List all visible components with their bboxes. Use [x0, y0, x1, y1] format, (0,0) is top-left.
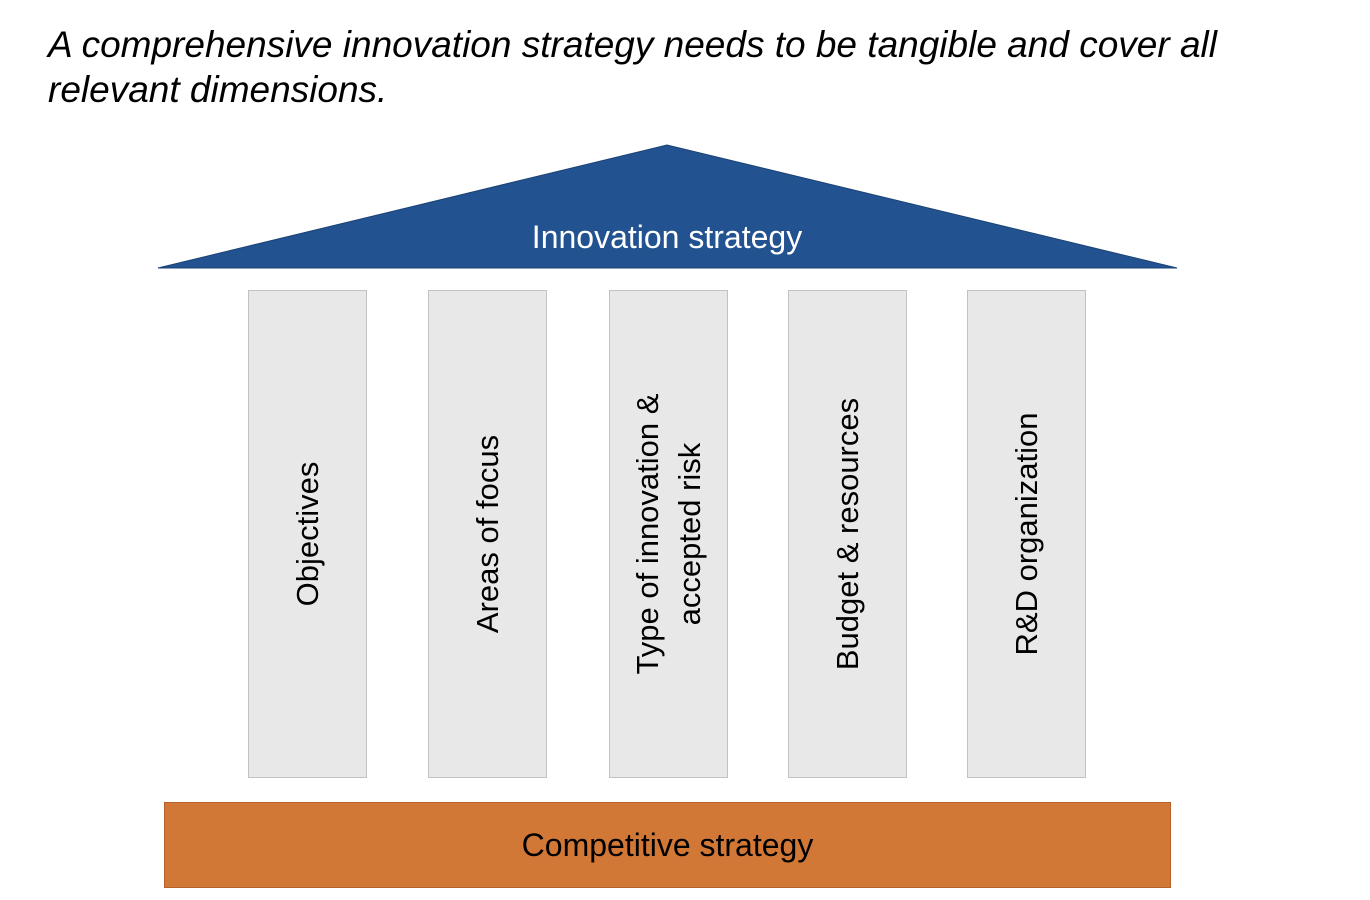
roof-label: Innovation strategy: [531, 219, 803, 255]
headline-line-2: relevant dimensions.: [48, 69, 388, 110]
pillar-budget-resources: Budget & resources: [788, 290, 907, 778]
foundation-bar: Competitive strategy: [164, 802, 1171, 888]
foundation-label: Competitive strategy: [521, 826, 814, 863]
pillar-label: Areas of focus: [469, 434, 505, 634]
pillar-objectives: Objectives: [248, 290, 367, 778]
pillar-label: Budget & resources: [829, 397, 865, 671]
pillar-rd-organization: R&D organization: [967, 290, 1086, 778]
headline: A comprehensive innovation strategy need…: [48, 22, 1348, 112]
pillar-areas-of-focus: Areas of focus: [428, 290, 547, 778]
pillar-label: Objectives: [289, 461, 325, 607]
pillar-type-of-innovation: Type of innovation & accepted risk: [609, 290, 728, 778]
headline-line-1: A comprehensive innovation strategy need…: [48, 24, 1217, 65]
pillar-label: Type of innovation & accepted risk: [629, 393, 707, 675]
pillar-label: R&D organization: [1008, 412, 1044, 656]
